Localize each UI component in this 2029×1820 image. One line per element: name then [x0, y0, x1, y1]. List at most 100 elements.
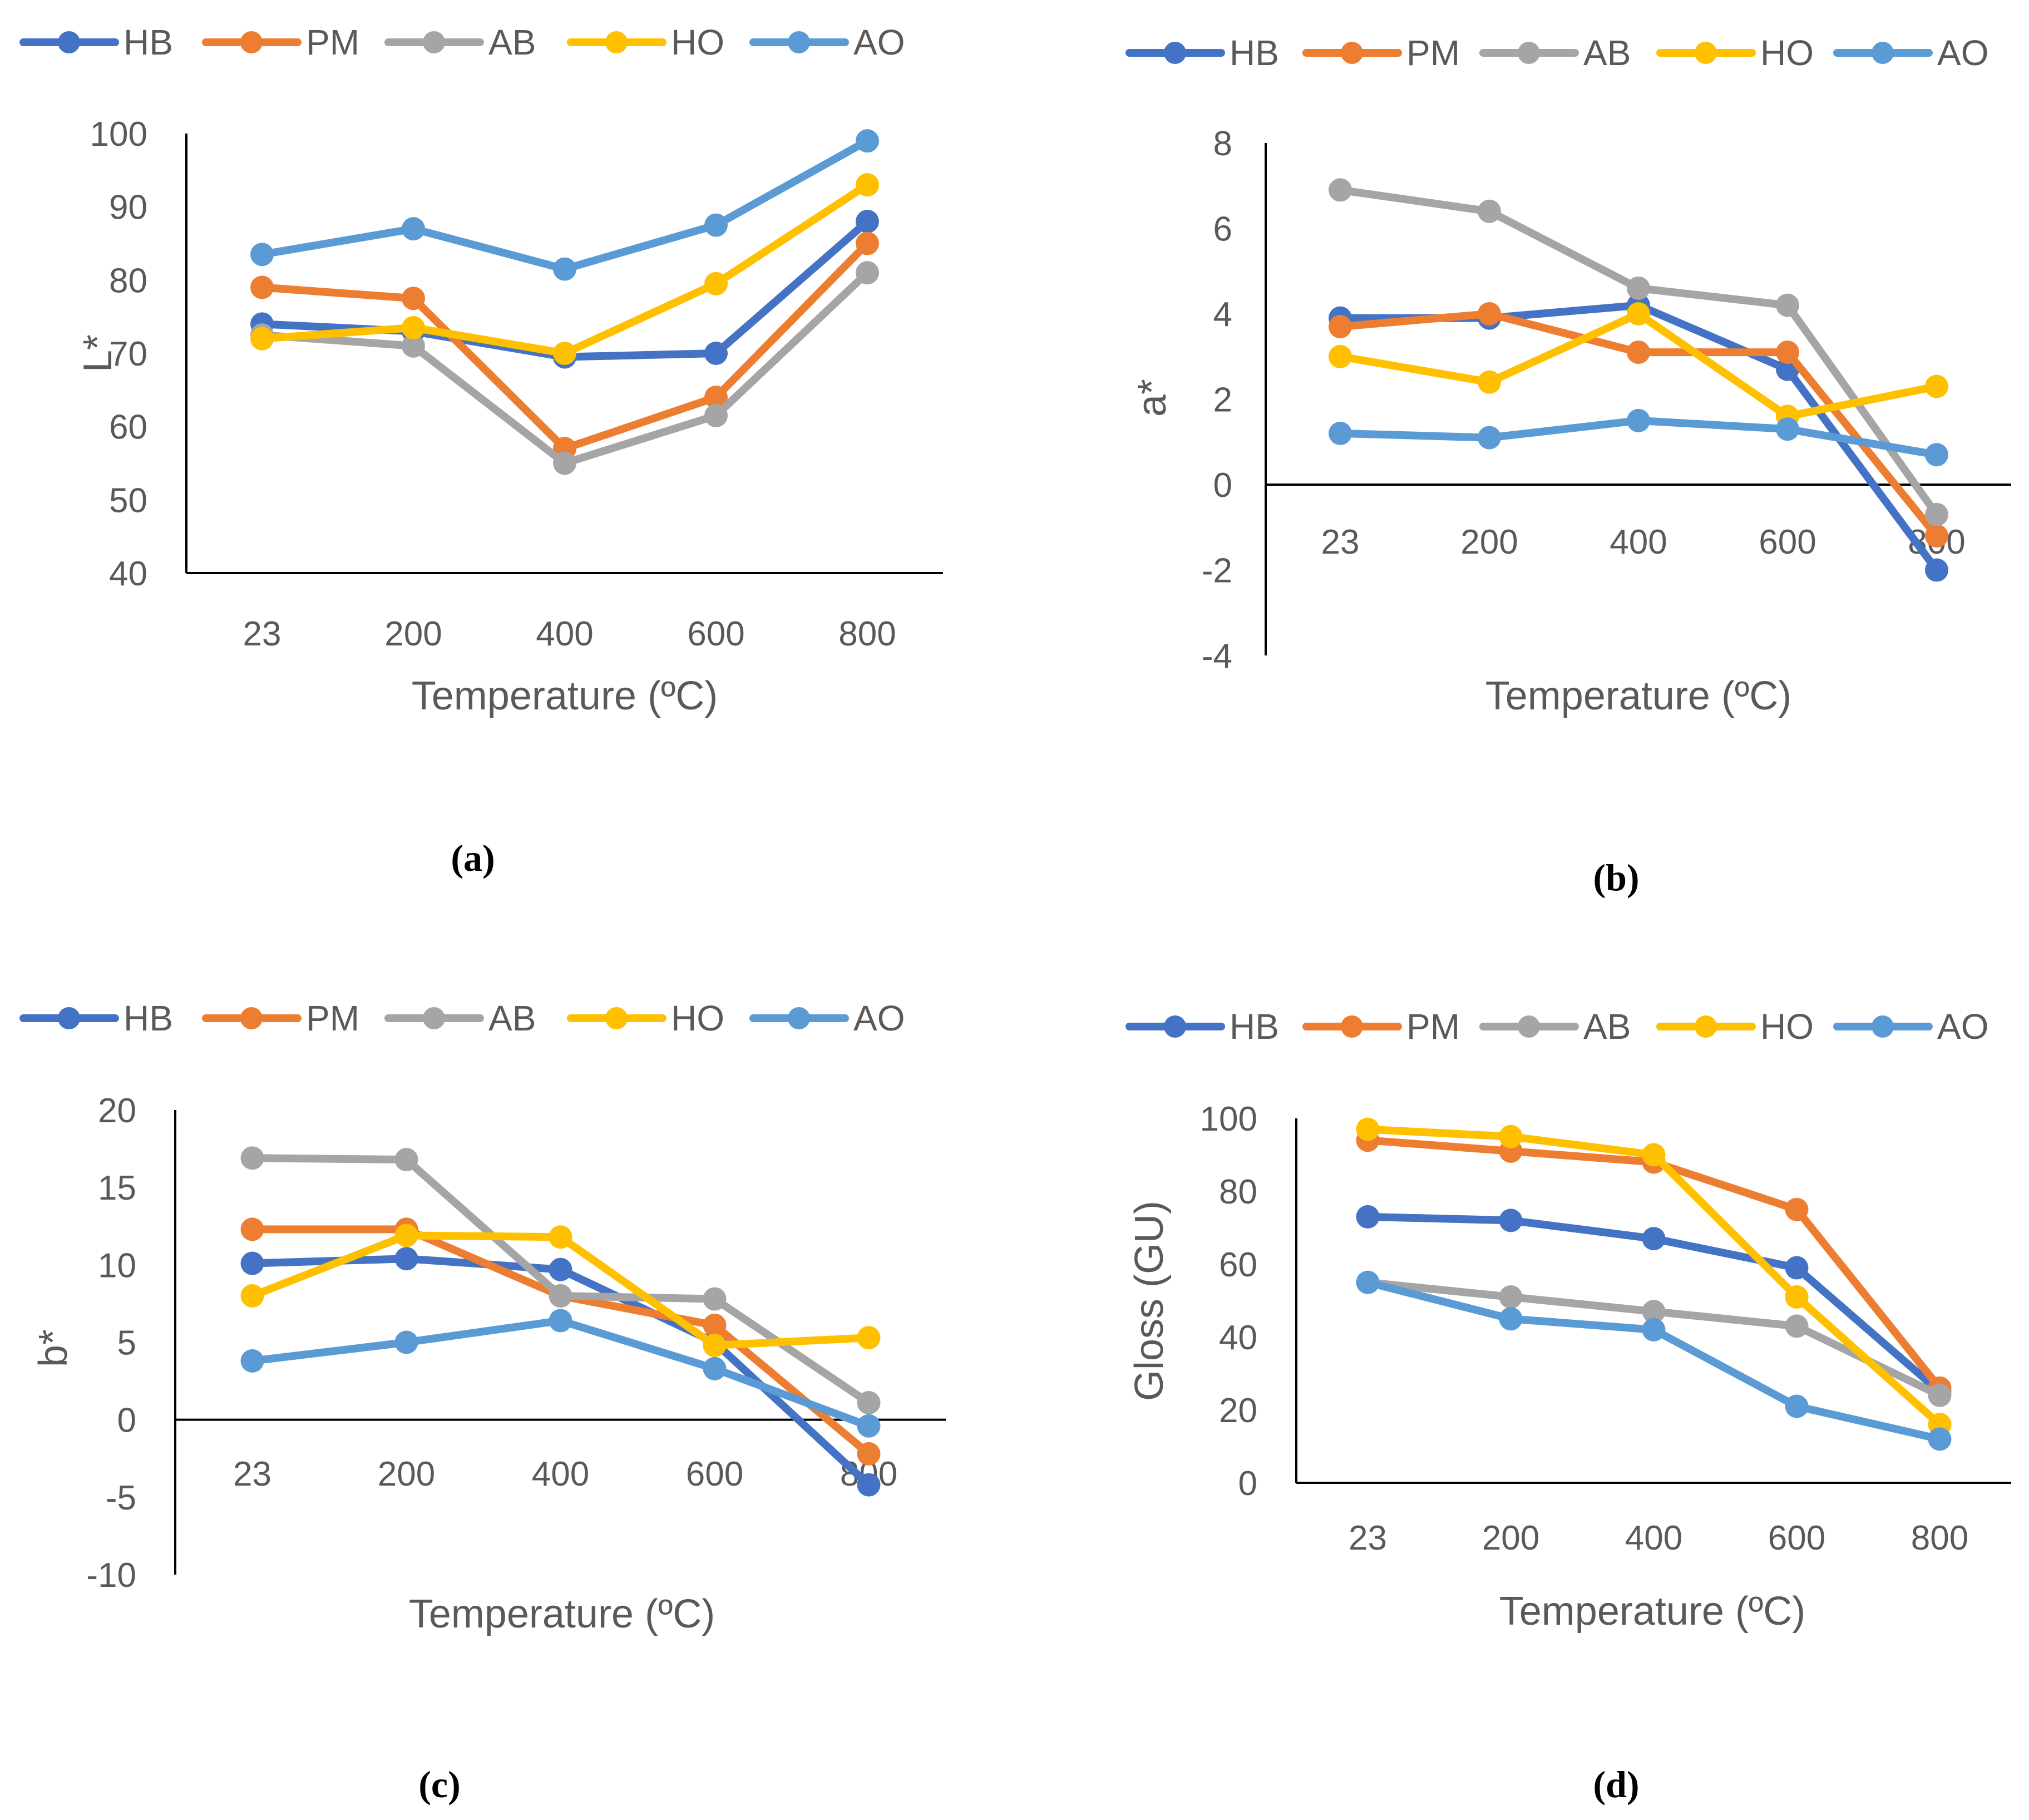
- data-point-pm: [240, 1217, 264, 1241]
- data-point-ao: [402, 217, 425, 241]
- legend-label-ho: HO: [671, 998, 724, 1038]
- x-tick-label: 400: [536, 615, 593, 653]
- data-point-pm: [1627, 341, 1650, 364]
- y-tick-label: 15: [98, 1169, 136, 1207]
- x-tick-label: 200: [1460, 523, 1518, 561]
- x-axis-title: Temperature (ºC): [1485, 674, 1791, 718]
- data-point-ab: [1925, 502, 1948, 526]
- data-point-ab: [549, 1284, 572, 1308]
- legend-marker-pm: [240, 1007, 263, 1029]
- legend-label-ab: AB: [1583, 33, 1631, 73]
- y-tick-label: 10: [98, 1246, 136, 1285]
- legend-label-ab: AB: [488, 22, 536, 62]
- x-tick-label: 800: [838, 615, 896, 653]
- data-point-ao: [856, 129, 879, 153]
- data-point-ao: [1356, 1270, 1380, 1294]
- y-tick-label: 20: [98, 1092, 136, 1130]
- data-point-ab: [1928, 1383, 1952, 1407]
- series-line-ao: [258, 137, 871, 273]
- data-point-ab: [240, 1146, 264, 1170]
- data-point-ho: [1499, 1124, 1523, 1148]
- data-point-ab: [553, 451, 576, 475]
- y-tick-label: 70: [109, 335, 147, 373]
- data-point-ab: [1642, 1300, 1666, 1324]
- data-point-ao: [250, 243, 274, 267]
- y-axis-title: Gloss (GU): [1127, 1201, 1172, 1401]
- data-point-ho: [240, 1284, 264, 1308]
- legend-label-ho: HO: [671, 22, 724, 62]
- data-point-pm: [1785, 1197, 1809, 1221]
- legend-marker-ab: [423, 31, 445, 53]
- y-tick-label: 2: [1213, 381, 1232, 420]
- chart-panel-d: HB PM AB HO AO 0 20 40 60 80 100 23 200 400 600 800 Temp…: [1125, 1007, 2011, 1806]
- panel-label: (b): [1593, 856, 1639, 899]
- data-point-ab: [1627, 276, 1650, 300]
- legend-marker-ao: [1872, 42, 1894, 64]
- data-point-ho: [703, 1334, 727, 1358]
- y-tick-label: 100: [90, 115, 147, 154]
- data-point-hb: [549, 1257, 572, 1281]
- legend-label-ho: HO: [1760, 33, 1814, 73]
- data-point-hb: [394, 1247, 418, 1271]
- data-point-hb: [856, 210, 879, 233]
- chart-panel-b: HBPMABHOAO-4-20246823200400600800Tempera…: [1125, 33, 2011, 899]
- data-point-ao: [1925, 443, 1948, 467]
- data-point-hb: [1499, 1209, 1523, 1232]
- x-tick-label: 23: [1349, 1519, 1387, 1557]
- panel-label: (d): [1593, 1763, 1639, 1806]
- chart-panel-c: HBPMABHOAO-10-50510152023200400600800Tem…: [19, 998, 946, 1806]
- data-point-ho: [1478, 370, 1501, 394]
- panel-label: (c): [418, 1763, 460, 1806]
- legend-marker-ho: [1695, 42, 1717, 64]
- legend-marker-ho: [605, 31, 628, 53]
- legend-label-ao: AO: [1937, 1007, 1988, 1047]
- data-point-ao: [1329, 421, 1352, 445]
- data-point-ho: [1627, 302, 1650, 325]
- x-tick-label: 600: [1768, 1519, 1825, 1557]
- y-axis-title: L*: [76, 334, 120, 372]
- y-tick-label: 90: [109, 189, 147, 227]
- data-point-ho: [250, 327, 274, 351]
- x-tick-label: 400: [1625, 1519, 1682, 1557]
- legend-marker-ao: [788, 1007, 810, 1029]
- legend-marker-pm: [240, 31, 263, 53]
- series-line-ho: [1336, 310, 1941, 421]
- y-tick-label: 40: [1219, 1319, 1257, 1357]
- y-tick-label: -4: [1202, 637, 1232, 675]
- data-point-hb: [704, 342, 728, 365]
- legend-label-ao: AO: [1937, 33, 1988, 73]
- legend-marker-ab: [1518, 1015, 1540, 1038]
- y-tick-label: -10: [86, 1556, 136, 1595]
- data-point-ab: [857, 1391, 881, 1415]
- data-point-hb: [240, 1251, 264, 1275]
- data-point-ab: [856, 261, 879, 285]
- y-tick-label: 5: [117, 1324, 136, 1363]
- chart-panel-a: HB PM AB HO AO 40 50 60 70 80 90 100 23 200 400 600 800 T…: [19, 22, 943, 879]
- x-tick-label: 23: [233, 1455, 271, 1493]
- data-point-ho: [1785, 1285, 1809, 1309]
- data-point-ho: [857, 1326, 881, 1350]
- data-point-ab: [402, 334, 425, 358]
- y-tick-label: -2: [1202, 552, 1232, 590]
- data-point-ab: [703, 1287, 727, 1311]
- y-tick-label: 80: [109, 262, 147, 300]
- data-point-ao: [549, 1309, 572, 1333]
- data-point-ao: [1499, 1307, 1523, 1331]
- x-tick-label: 200: [1482, 1519, 1539, 1557]
- x-tick-label: 200: [378, 1455, 435, 1493]
- data-point-ao: [553, 257, 576, 281]
- legend-label-hb: HB: [124, 22, 173, 62]
- data-point-ao: [1928, 1427, 1952, 1451]
- legend-label-hb: HB: [1230, 33, 1279, 73]
- legend-marker-pm: [1341, 1015, 1363, 1038]
- y-tick-label: 8: [1213, 125, 1232, 163]
- data-point-ho: [402, 315, 425, 339]
- data-point-hb: [1642, 1227, 1666, 1251]
- data-point-ab: [394, 1148, 418, 1172]
- x-tick-label: 600: [687, 615, 744, 653]
- data-point-ab: [1478, 199, 1501, 223]
- data-point-ao: [240, 1349, 264, 1373]
- data-point-hb: [1925, 558, 1948, 582]
- y-tick-label: 4: [1213, 295, 1232, 334]
- x-axis-title: Temperature (ºC): [409, 1592, 715, 1636]
